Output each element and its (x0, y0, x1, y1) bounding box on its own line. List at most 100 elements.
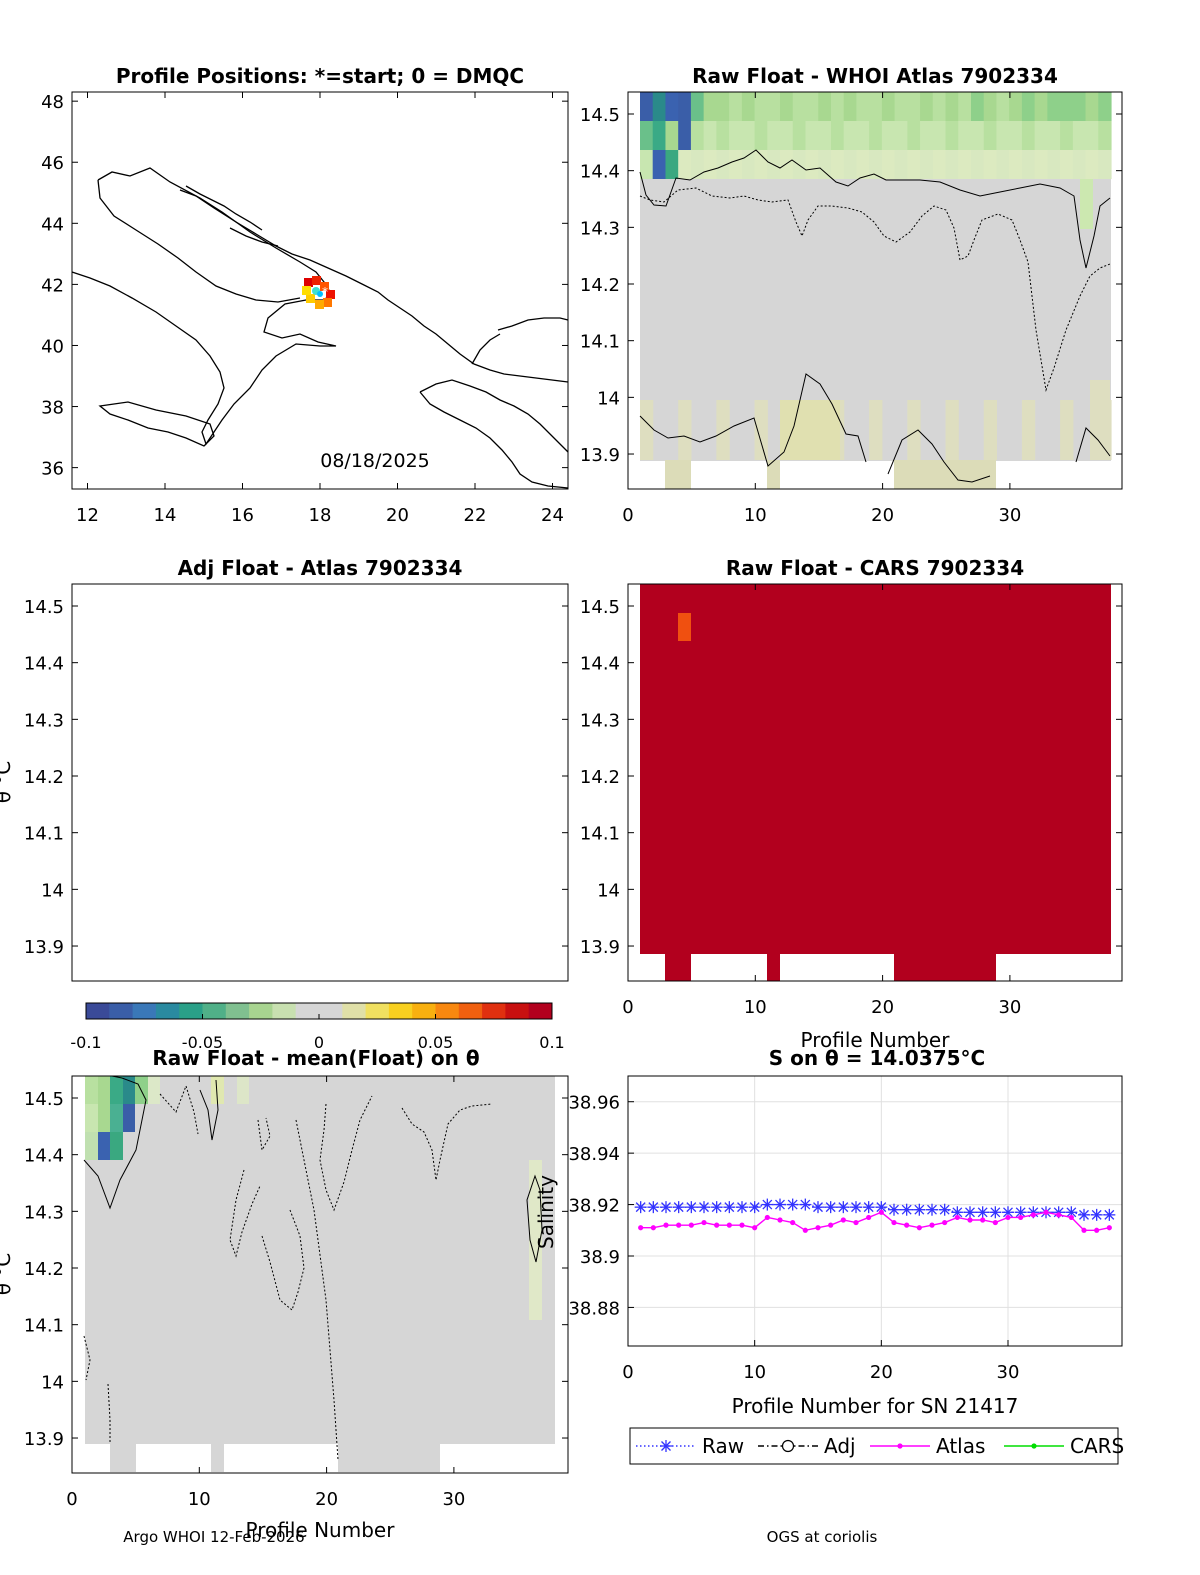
series-point-atlas (752, 1225, 758, 1231)
cars-panel: Raw Float - CARS 7902334 14.514.414.314.… (580, 556, 1123, 1052)
series-point-atlas (790, 1219, 796, 1226)
theta-tick-label: 14.4 (24, 1146, 64, 1167)
series-point-atlas (967, 1217, 973, 1223)
series-point-atlas (942, 1219, 948, 1226)
series-point-atlas (701, 1219, 707, 1226)
float-positions: * (302, 276, 335, 309)
series-point-raw (812, 1201, 824, 1214)
series-point-atlas (726, 1222, 732, 1228)
salinity-y-tick-label: 38.92 (568, 1196, 620, 1217)
series-point-raw (976, 1206, 989, 1219)
series-point-atlas (866, 1214, 872, 1221)
profile-tick-label: 30 (998, 997, 1021, 1018)
atlas-panel: Raw Float - WHOI Atlas 7902334 14.514.41… (580, 64, 1123, 526)
profile-tick-label: 10 (744, 505, 767, 526)
series-point-atlas (916, 1225, 922, 1231)
series-point-atlas (828, 1222, 834, 1228)
svg-text:*: * (322, 285, 328, 299)
map-y-tick-label: 44 (41, 214, 64, 235)
theta-tick-label: 14.1 (24, 824, 64, 845)
theta-tick-label: 14.5 (24, 1089, 64, 1110)
map-y-tick-label: 42 (41, 275, 64, 296)
adj-y-ticks: 14.5 14.4 14.3 14.2 14.1 14 13.9 (24, 597, 568, 958)
profile-tick-label: 10 (188, 1489, 211, 1510)
atlas-y-ticks: 14.5 14.4 14.3 14.2 14.1 14 13.9 (580, 105, 1122, 466)
map-y-tick-label: 40 (41, 336, 64, 357)
theta-tick-label: 14.5 (24, 597, 64, 618)
salinity-axes (627, 1075, 1123, 1347)
series-point-atlas (638, 1225, 644, 1231)
theta-tick-label: 14.3 (24, 1202, 64, 1223)
theta-tick-label: 14.4 (580, 654, 620, 675)
series-point-raw (824, 1201, 837, 1214)
map-title: Profile Positions: *=start; 0 = DMQC (116, 64, 524, 88)
series-point-atlas (815, 1225, 821, 1231)
salinity-y-tick-label: 38.94 (568, 1144, 620, 1165)
salinity-y-ticks: 38.96 38.94 38.92 38.9 38.88 (568, 1093, 634, 1319)
profile-tick-label: 20 (871, 505, 894, 526)
series-point-raw (660, 1201, 672, 1214)
series-point-raw (723, 1201, 736, 1214)
salinity-x-tick-label: 0 (622, 1362, 633, 1383)
map-y-tick-label: 38 (41, 398, 64, 419)
series-point-raw (1090, 1208, 1103, 1221)
theta-tick-label: 14.2 (580, 275, 620, 296)
series-point-raw (698, 1201, 710, 1214)
series-point-atlas (1005, 1214, 1011, 1221)
map-x-tick-label: 24 (541, 505, 564, 526)
salinity-panel: S on θ = 14.0375°C 38.9638.9438.9238.938… (534, 1046, 1124, 1465)
mean-axes (71, 1075, 569, 1474)
series-point-raw (850, 1201, 862, 1214)
series-point-atlas (1081, 1227, 1087, 1233)
series-point-raw (748, 1201, 761, 1214)
colorbar-tick-label: -0.1 (70, 1033, 101, 1052)
profile-tick-label: 20 (871, 997, 894, 1018)
cars-x-ticks: 0 10 20 30 (622, 584, 1021, 1018)
theta-tick-label: 14.2 (24, 767, 64, 788)
cars-title: Raw Float - CARS 7902334 (726, 556, 1024, 580)
legend-marker-raw (660, 1440, 672, 1452)
theta-tick-label: 14.3 (580, 218, 620, 239)
adj-panel: Adj Float - Atlas 7902334 14.514.414.314… (0, 556, 569, 982)
map-y-tick-label: 36 (41, 459, 64, 480)
series-point-atlas (929, 1222, 935, 1228)
series-point-raw (647, 1201, 660, 1214)
atlas-x-ticks: 0 10 20 30 (622, 92, 1021, 526)
profile-tick-label: 0 (622, 997, 633, 1018)
colorbar-tick-label: 0.1 (539, 1033, 564, 1052)
map-x-ticks: 12 14 16 18 20 22 24 (76, 92, 564, 526)
theta-tick-label: 13.9 (580, 445, 620, 466)
series-point-raw (672, 1201, 685, 1214)
legend-label-raw: Raw (702, 1434, 744, 1458)
series-point-raw (875, 1201, 888, 1214)
theta-tick-label: 13.9 (580, 937, 620, 958)
map-y-tick-label: 48 (41, 92, 64, 113)
cars-xlabel: Profile Number (801, 1028, 951, 1052)
series-point-raw (685, 1201, 698, 1214)
theta-tick-label: 14.1 (580, 824, 620, 845)
mean-contours (83, 1075, 543, 1263)
salinity-legend: Raw Adj Atlas CARS (629, 1427, 1124, 1465)
series-point-raw (926, 1203, 938, 1216)
mean-panel: Raw Float - mean(Float) on θ (0, 1046, 569, 1542)
series-point-atlas (714, 1222, 720, 1228)
salinity-y-tick-label: 38.96 (568, 1093, 620, 1114)
profile-tick-label: 30 (442, 1489, 465, 1510)
atlas-title: Raw Float - WHOI Atlas 7902334 (692, 64, 1058, 88)
legend-marker-atlas (897, 1443, 903, 1449)
profile-tick-label: 0 (622, 505, 633, 526)
salinity-x-tick-label: 20 (870, 1362, 893, 1383)
series-point-raw (1103, 1208, 1116, 1221)
series-point-atlas (992, 1219, 998, 1226)
series-point-raw (799, 1198, 812, 1211)
cars-heatmap (640, 584, 1111, 981)
theta-tick-label: 14.3 (580, 710, 620, 731)
map-x-tick-label: 12 (76, 505, 99, 526)
footer-left: Argo WHOI 12-Feb-2026 (123, 1528, 304, 1546)
series-point-atlas (663, 1222, 669, 1228)
series-point-atlas (853, 1219, 859, 1226)
theta-tick-label: 14.2 (580, 767, 620, 788)
mean-y-ticks: 14.5 14.4 14.3 14.2 14.1 14 13.9 (24, 1089, 568, 1450)
mean-contours-dotted (83, 1084, 493, 1461)
series-point-atlas (904, 1222, 910, 1228)
